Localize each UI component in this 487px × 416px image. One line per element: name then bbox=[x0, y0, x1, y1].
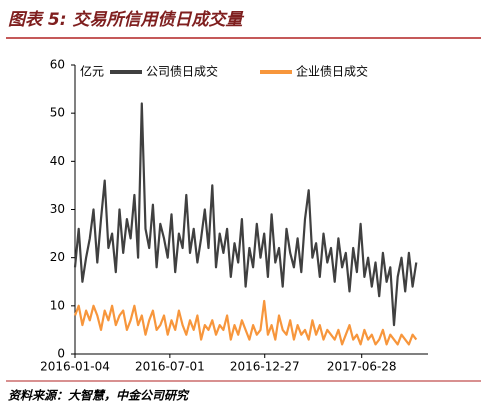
series-line bbox=[73, 102, 418, 327]
y-tick-label: 30 bbox=[50, 202, 65, 216]
y-tick-label: 60 bbox=[50, 58, 65, 72]
x-tick-label: 2016-12-27 bbox=[230, 360, 300, 374]
y-tick-label: 20 bbox=[50, 250, 65, 264]
y-tick-label: 10 bbox=[50, 298, 65, 312]
series-line bbox=[73, 299, 418, 346]
source: 资料来源：大智慧，中金公司研究 bbox=[8, 389, 190, 403]
x-tick-label: 2016-07-01 bbox=[135, 360, 205, 374]
x-tick-label: 2017-06-28 bbox=[327, 360, 397, 374]
unit-label: 亿元 bbox=[80, 64, 104, 79]
chart-title: 图表 5: 交易所信用债日成交量 bbox=[8, 10, 244, 30]
y-tick-label: 50 bbox=[50, 106, 65, 120]
y-tick-label: 40 bbox=[50, 154, 65, 168]
legend-label: 公司债日成交 bbox=[146, 64, 218, 79]
x-tick-label: 2016-01-04 bbox=[40, 360, 110, 374]
legend-label: 企业债日成交 bbox=[296, 64, 368, 79]
y-tick-label: 0 bbox=[57, 347, 65, 361]
